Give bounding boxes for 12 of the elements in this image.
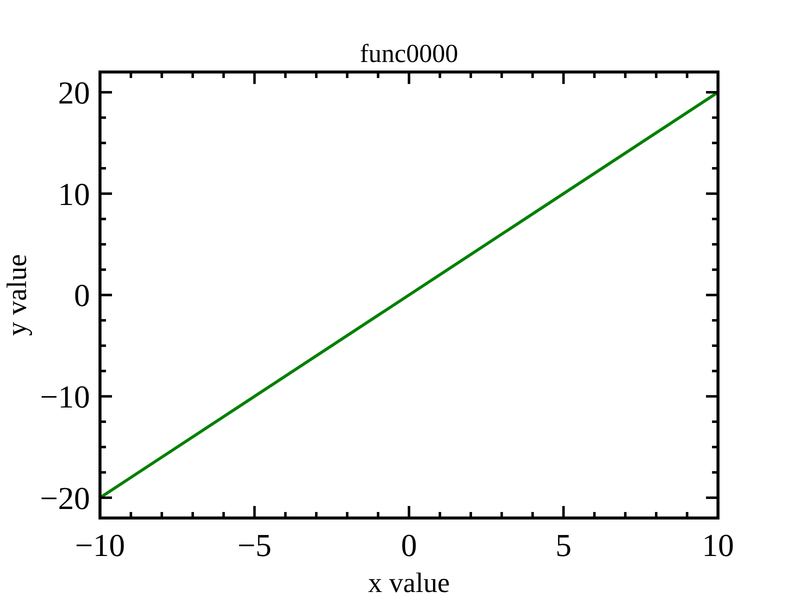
y-tick-label: 10	[58, 176, 90, 212]
y-axis-title: y value	[2, 254, 33, 336]
x-tick-label: 10	[702, 527, 734, 563]
y-tick-label: 20	[58, 74, 90, 110]
y-tick-label: −10	[40, 378, 90, 415]
x-axis-title: x value	[368, 568, 450, 599]
y-tick-label: −20	[40, 480, 90, 516]
x-tick-label: 5	[556, 527, 572, 563]
x-tick-label: −5	[237, 527, 272, 563]
y-tick-label: 0	[74, 277, 90, 314]
chart-title: func0000	[360, 39, 458, 68]
x-tick-label: 0	[401, 527, 417, 563]
